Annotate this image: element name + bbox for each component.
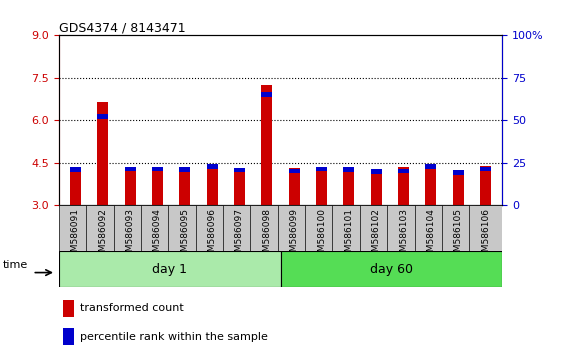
Text: GDS4374 / 8143471: GDS4374 / 8143471 — [59, 21, 186, 34]
Text: time: time — [3, 261, 28, 270]
Text: day 60: day 60 — [370, 263, 413, 275]
Bar — [316, 167, 327, 205]
Text: GSM586106: GSM586106 — [481, 209, 490, 263]
Bar — [63, 328, 75, 345]
Text: GSM586103: GSM586103 — [399, 209, 408, 263]
Bar — [480, 166, 491, 171]
Bar — [97, 102, 108, 205]
Bar — [180, 167, 190, 172]
Bar — [114, 205, 146, 267]
Bar — [305, 205, 338, 267]
Bar — [141, 205, 174, 267]
Bar — [125, 167, 136, 205]
Bar — [453, 170, 464, 205]
Bar — [280, 251, 502, 287]
Bar — [152, 166, 163, 171]
Bar — [70, 167, 81, 172]
Text: GSM586100: GSM586100 — [317, 209, 326, 263]
Text: GSM586095: GSM586095 — [180, 209, 189, 263]
Bar — [453, 170, 464, 175]
Bar — [398, 167, 409, 205]
Bar — [371, 169, 381, 174]
Bar — [333, 205, 365, 267]
Bar — [343, 167, 355, 172]
Bar — [196, 205, 228, 267]
Text: GSM586105: GSM586105 — [454, 209, 463, 263]
Text: GSM586094: GSM586094 — [153, 209, 162, 263]
Bar — [398, 169, 409, 173]
Bar — [289, 168, 300, 205]
Bar — [59, 205, 92, 267]
Bar — [469, 205, 502, 267]
Bar — [261, 85, 272, 205]
Bar — [480, 166, 491, 205]
Text: GSM586104: GSM586104 — [426, 209, 435, 263]
Bar — [70, 167, 81, 205]
Bar — [289, 169, 300, 173]
Bar — [425, 164, 436, 205]
Text: percentile rank within the sample: percentile rank within the sample — [80, 332, 268, 342]
Bar — [250, 205, 283, 267]
Text: GSM586097: GSM586097 — [235, 209, 244, 263]
Text: GSM586092: GSM586092 — [98, 209, 107, 263]
Bar — [206, 164, 218, 205]
Text: GSM586101: GSM586101 — [344, 209, 353, 263]
Bar — [261, 92, 272, 97]
Text: GSM586096: GSM586096 — [208, 209, 217, 263]
Text: transformed count: transformed count — [80, 303, 184, 313]
Bar — [425, 164, 436, 169]
Bar — [97, 114, 108, 119]
Bar — [234, 168, 245, 172]
Bar — [415, 205, 447, 267]
Bar — [387, 205, 420, 267]
Text: day 1: day 1 — [152, 263, 187, 275]
Bar — [278, 205, 311, 267]
Bar — [371, 170, 381, 205]
Bar — [59, 251, 280, 287]
Bar — [234, 168, 245, 205]
Bar — [125, 166, 136, 171]
Bar — [316, 166, 327, 171]
Text: GSM586102: GSM586102 — [372, 209, 381, 263]
Bar — [180, 167, 190, 205]
Text: GSM586098: GSM586098 — [263, 209, 272, 263]
Bar — [86, 205, 119, 267]
Bar — [206, 164, 218, 169]
Bar — [442, 205, 475, 267]
Bar — [343, 167, 355, 205]
Text: GSM586091: GSM586091 — [71, 209, 80, 263]
Bar — [63, 300, 75, 317]
Bar — [223, 205, 256, 267]
Text: GSM586093: GSM586093 — [126, 209, 135, 263]
Bar — [168, 205, 201, 267]
Text: GSM586099: GSM586099 — [289, 209, 298, 263]
Bar — [360, 205, 393, 267]
Bar — [152, 167, 163, 205]
